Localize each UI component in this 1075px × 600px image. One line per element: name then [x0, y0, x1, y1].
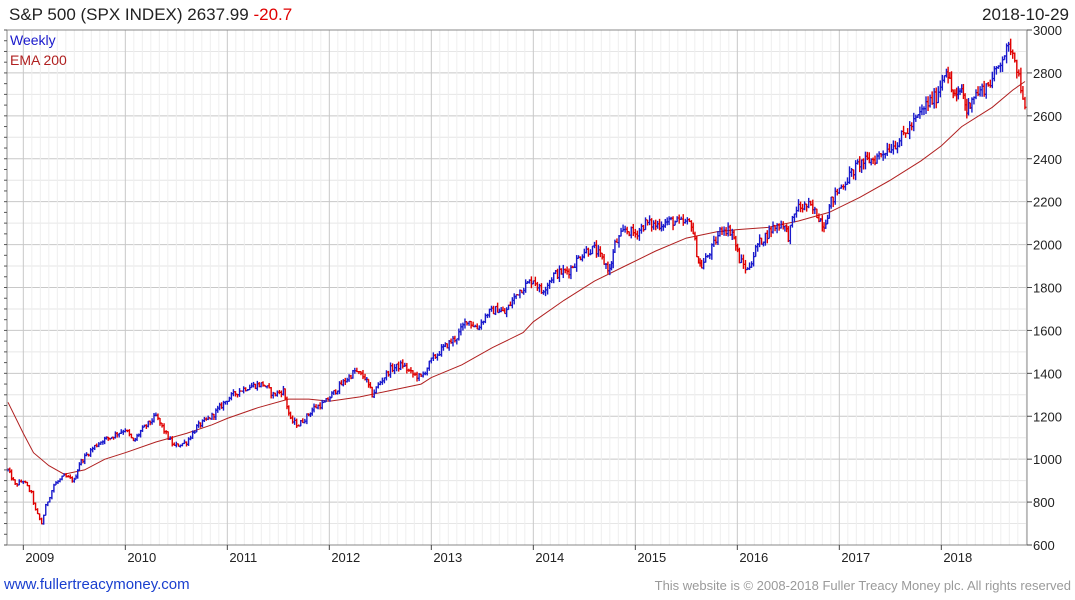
index-name-and-price: S&P 500 (SPX INDEX) 2637.99 [9, 5, 249, 24]
x-tick-label: 2013 [433, 550, 462, 565]
grid-lines [7, 29, 1027, 546]
x-tick-label: 2012 [331, 550, 360, 565]
legend-entry: Weekly [10, 32, 56, 48]
chart-date: 2018-10-29 [982, 5, 1069, 24]
y-axis: 600 800 1000 1200 1400 1600 1800 2000 2200 2400 26… [4, 23, 1062, 553]
y-tick-label: 2200 [1033, 195, 1062, 210]
y-tick-label: 1000 [1033, 452, 1062, 467]
x-tick-label: 2016 [739, 550, 768, 565]
y-tick-label: 1600 [1033, 323, 1062, 338]
weekly-price-bars [6, 38, 1027, 525]
price-change: -20.7 [253, 5, 293, 24]
chart-header: S&P 500 (SPX INDEX) 2637.99 -20.7 2018-1… [0, 0, 1075, 30]
legend-entry: EMA 200 [10, 52, 67, 68]
y-tick-label: 600 [1033, 538, 1055, 553]
chart-legend: Weekly EMA 200 [10, 32, 67, 68]
x-tick-label: 2017 [841, 550, 870, 565]
chart-title: S&P 500 (SPX INDEX) 2637.99 -20.7 [9, 5, 292, 25]
y-tick-label: 1800 [1033, 281, 1062, 296]
x-tick-label: 2015 [637, 550, 666, 565]
y-tick-label: 1200 [1033, 409, 1062, 424]
x-tick-label: 2010 [127, 550, 156, 565]
x-tick-label: 2009 [25, 550, 54, 565]
ema-200-line [7, 81, 1026, 475]
website-link[interactable]: www.fullertreacymoney.com [4, 576, 190, 593]
x-axis: 2009 2010 2011 2012 2013 2014 2015 2016 2017 2018 [22, 545, 972, 565]
y-tick-label: 2600 [1033, 109, 1062, 124]
copyright-notice: This website is © 2008-2018 Fuller Treac… [654, 578, 1071, 593]
x-tick-label: 2014 [535, 550, 564, 565]
y-tick-label: 2400 [1033, 152, 1062, 167]
y-tick-label: 2800 [1033, 66, 1062, 81]
x-tick-label: 2018 [943, 550, 972, 565]
y-tick-label: 3000 [1033, 23, 1062, 38]
y-tick-label: 800 [1033, 495, 1055, 510]
ema-200-line-group [7, 81, 1026, 475]
y-tick-label: 1400 [1033, 366, 1062, 381]
y-tick-label: 2000 [1033, 238, 1062, 253]
weekly-bar [1023, 96, 1027, 110]
x-tick-label: 2011 [229, 550, 257, 565]
